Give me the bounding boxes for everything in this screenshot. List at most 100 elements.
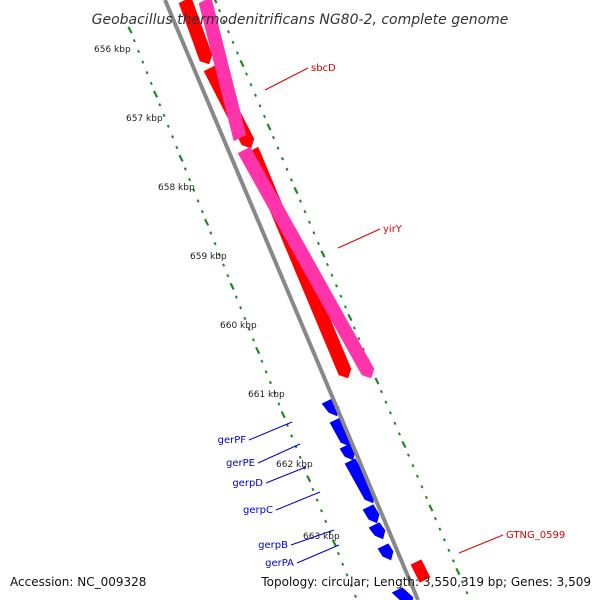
outer-ring-dot	[226, 30, 231, 34]
outer-ring-dot	[447, 548, 451, 553]
inner-ring-dot	[183, 167, 187, 171]
tick-label: 662 kbp	[276, 460, 313, 470]
gene-label: GTNG_0599	[506, 530, 565, 541]
inner-ring-dot	[132, 38, 136, 43]
outer-ring-dot	[235, 51, 240, 55]
leader-line	[290, 529, 335, 546]
gene-label: gerPF	[218, 435, 247, 446]
outer-ring-dot	[465, 590, 469, 595]
outer-ring-dot	[285, 167, 289, 172]
inner-ring-dot	[175, 145, 179, 150]
inner-ring-dot	[349, 583, 353, 588]
outer-ring-dot	[280, 157, 284, 161]
outer-ring-dot	[222, 19, 226, 23]
outer-ring-dot	[424, 495, 428, 500]
outer-ring-dot	[298, 199, 302, 203]
leader-line	[296, 544, 340, 564]
tick-label: 656 kbp	[94, 45, 131, 55]
outer-ring-dot	[374, 377, 380, 385]
gene-label: gerpB	[258, 540, 288, 551]
inner-ring-dot	[247, 327, 251, 331]
outer-ring-dot	[231, 40, 235, 45]
cds-arrow-reverse	[362, 504, 380, 524]
inner-ring-dot	[319, 509, 323, 513]
inner-ring-dot	[277, 402, 281, 406]
outer-ring-dot	[213, 0, 218, 4]
outer-ring-dot	[361, 347, 365, 351]
leader-line	[264, 67, 309, 91]
outer-ring-dot	[451, 559, 455, 563]
outer-ring-dot	[262, 114, 266, 119]
cds-arrow-reverse	[368, 522, 386, 540]
leader-line	[337, 228, 381, 249]
outer-ring-dot	[271, 135, 275, 140]
inner-ring-dot	[166, 124, 170, 128]
leader-line	[257, 443, 301, 464]
cds-arrow-reverse	[377, 543, 394, 561]
gene-label: gerpC	[243, 505, 273, 516]
gene-label: gerPA	[265, 558, 294, 569]
inner-ring-dot	[290, 434, 294, 438]
inner-ring-dot	[196, 199, 200, 203]
inner-ring-dot	[145, 71, 149, 75]
accession-text: Accession: NC_009328	[10, 575, 147, 589]
outer-ring-dot	[276, 146, 280, 150]
outer-ring-dot	[455, 567, 461, 576]
inner-ring-dot	[178, 154, 184, 162]
inner-ring-dot	[331, 539, 337, 547]
feature-track	[178, 0, 431, 600]
inner-ring-dot	[204, 218, 210, 226]
outer-ring-dot	[249, 82, 253, 87]
outer-ring-dot	[293, 186, 299, 195]
outer-ring-dot	[388, 411, 392, 415]
cds-arrow-reverse	[339, 443, 356, 461]
outer-ring-dot	[433, 516, 437, 521]
cds-arrow-reverse	[391, 587, 414, 600]
cds-arrow-forward	[178, 0, 213, 65]
leader-line	[275, 491, 321, 511]
outer-ring-dot	[244, 72, 249, 76]
inner-ring-dot	[264, 370, 268, 374]
inner-ring-dot	[171, 135, 175, 139]
leader-line	[248, 421, 293, 441]
inner-ring-dot	[209, 231, 213, 235]
outer-ring-dot	[415, 474, 419, 478]
tick-label: 658 kbp	[158, 183, 195, 193]
inner-ring-dot	[268, 380, 272, 385]
inner-ring-dot	[127, 26, 133, 34]
inner-ring-dot	[315, 498, 319, 502]
gene-label: yirY	[383, 224, 403, 235]
outer-ring-dot	[411, 463, 415, 468]
inner-ring-dot	[234, 295, 238, 299]
inner-ring-dot	[149, 81, 153, 86]
outer-ring-dot	[303, 209, 307, 214]
outer-ring-dot	[239, 59, 245, 68]
tick-label: 660 kbp	[220, 321, 257, 331]
inner-ring-dot	[251, 338, 255, 342]
outer-ring-dot	[330, 273, 334, 277]
inner-ring-dot	[273, 391, 277, 395]
outer-ring-dot	[420, 485, 424, 489]
inner-ring-dot	[229, 282, 235, 291]
topology-text: Topology: circular; Length: 3,550,319 bp…	[261, 575, 591, 589]
outer-ring-dot	[406, 453, 410, 457]
outer-ring-dot	[316, 241, 320, 246]
inner-ring-dot	[324, 519, 328, 524]
outer-ring-dot	[379, 389, 383, 394]
outer-dotted-ring	[213, 0, 469, 595]
backbone-line	[163, 0, 420, 600]
outer-ring-dot	[325, 262, 329, 267]
inner-ring-dot	[353, 594, 358, 598]
inner-ring-dot	[280, 410, 286, 419]
inner-ring-dot	[255, 346, 261, 355]
tick-label: 659 kbp	[190, 252, 227, 262]
cds-arrow-forward	[410, 559, 431, 583]
outer-ring-dot	[258, 104, 262, 108]
outer-ring-dot	[217, 8, 222, 13]
tick-label: 663 kbp	[303, 532, 340, 542]
gene-label: gerPE	[226, 458, 255, 469]
label-leader-lines	[248, 67, 504, 564]
inner-ring-dot	[226, 274, 230, 278]
inner-ring-dot	[239, 306, 243, 310]
inner-ring-dot	[136, 49, 141, 54]
